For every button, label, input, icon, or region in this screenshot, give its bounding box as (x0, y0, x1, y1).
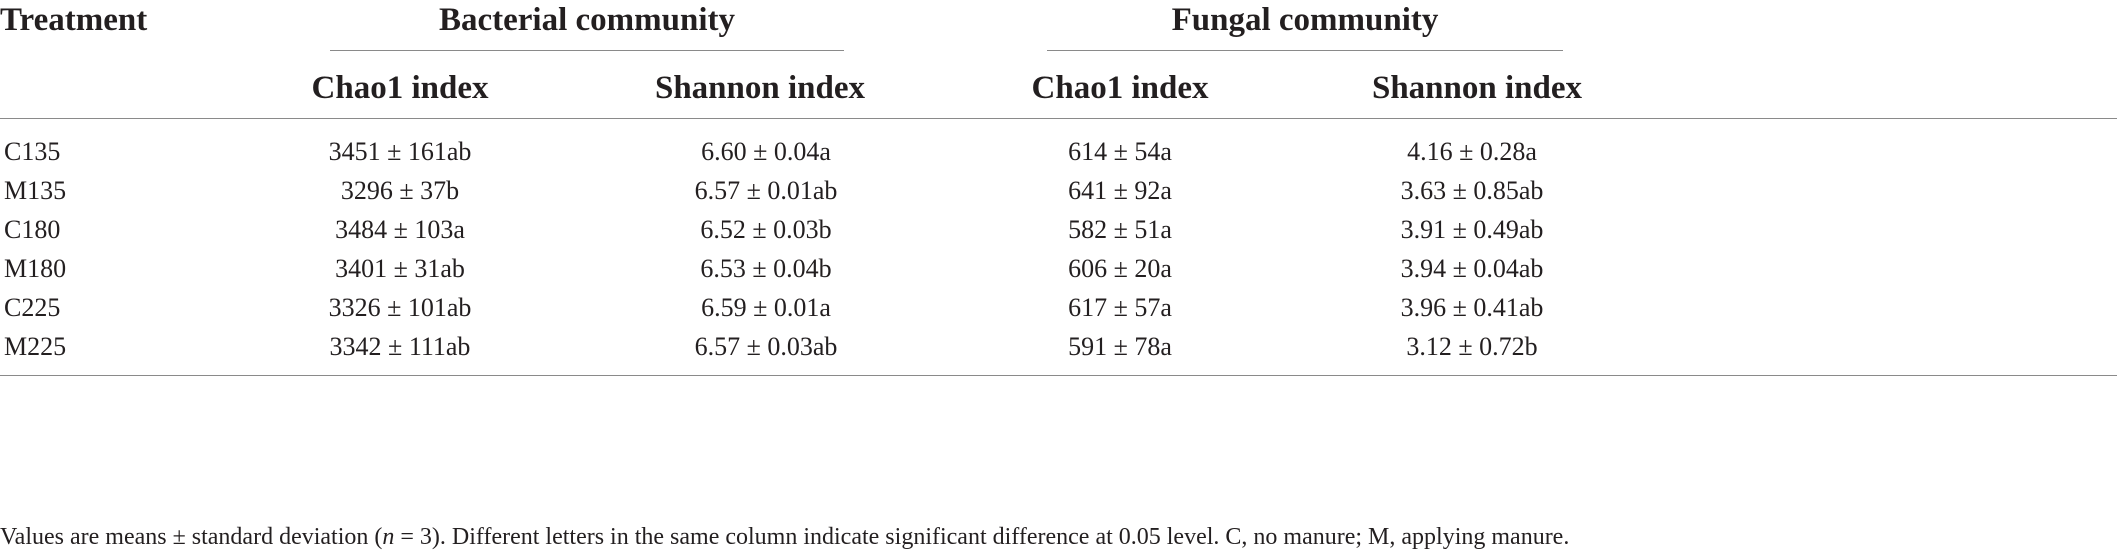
fungal-chao1-cell: 582 ± 51a (1068, 215, 1172, 244)
treatment-cell: C180 (4, 215, 61, 244)
bacterial-shannon-cell: 6.60 ± 0.04a (701, 137, 831, 166)
bacterial-shannon-cell: 6.57 ± 0.03ab (694, 332, 838, 361)
footnote-text-start: Values are means ± standard deviation ( (0, 524, 383, 550)
bacterial-chao1-cell: 3401 ± 31ab (335, 254, 465, 283)
bacterial-chao1-cell: 3342 ± 111ab (329, 332, 471, 361)
fungal-shannon-cell: 3.91 ± 0.49ab (1400, 215, 1544, 244)
treatment-cell: M135 (4, 176, 67, 205)
fungal-shannon-cell: 3.94 ± 0.04ab (1400, 254, 1544, 283)
treatment-cell: M180 (4, 254, 67, 283)
header-bottom-rule (0, 118, 2117, 120)
bacterial-shannon-cell: 6.59 ± 0.01a (701, 293, 831, 322)
fungal-chao1-cell: 617 ± 57a (1068, 293, 1172, 322)
treatment-cell: M225 (4, 332, 67, 361)
table-bottom-rule (0, 375, 2117, 377)
table-footnote: Values are means ± standard deviation (n… (0, 522, 1569, 552)
bacterial-shannon-cell: 6.57 ± 0.01ab (694, 176, 838, 205)
bacterial-chao1-cell: 3484 ± 103a (335, 215, 465, 244)
treatment-cell: C225 (4, 293, 61, 322)
fungal-chao1-cell: 606 ± 20a (1068, 254, 1172, 283)
fungal-chao1-cell: 591 ± 78a (1068, 332, 1172, 361)
footnote-text-end: = 3). Different letters in the same colu… (394, 524, 1570, 550)
fungal-chao1-cell: 614 ± 54a (1068, 137, 1172, 166)
bacterial-chao1-cell: 3326 ± 101ab (328, 293, 472, 322)
bacterial-group-rule (330, 50, 844, 52)
fungal-chao1-cell: 641 ± 92a (1068, 176, 1172, 205)
fungal-shannon-cell: 3.96 ± 0.41ab (1400, 293, 1544, 322)
bacterial-community-header: Bacterial community (438, 2, 736, 38)
footnote-n-symbol: n (382, 524, 395, 550)
treatment-header: Treatment (0, 2, 148, 38)
fungal-group-rule (1047, 50, 1563, 52)
fungal-shannon-cell: 3.63 ± 0.85ab (1400, 176, 1544, 205)
bacterial-shannon-cell: 6.52 ± 0.03b (700, 215, 832, 244)
fungal-chao1-header: Chao1 index (1031, 70, 1209, 106)
bacterial-shannon-cell: 6.53 ± 0.04b (700, 254, 832, 283)
fungal-community-header: Fungal community (1171, 2, 1439, 38)
fungal-shannon-header: Shannon index (1371, 70, 1583, 106)
bacterial-shannon-header: Shannon index (654, 70, 866, 106)
fungal-shannon-cell: 3.12 ± 0.72b (1406, 332, 1538, 361)
bacterial-chao1-cell: 3451 ± 161ab (328, 137, 472, 166)
bacterial-chao1-header: Chao1 index (311, 70, 489, 106)
treatment-cell: C135 (4, 137, 61, 166)
fungal-shannon-cell: 4.16 ± 0.28a (1407, 137, 1537, 166)
bacterial-chao1-cell: 3296 ± 37b (340, 176, 460, 205)
